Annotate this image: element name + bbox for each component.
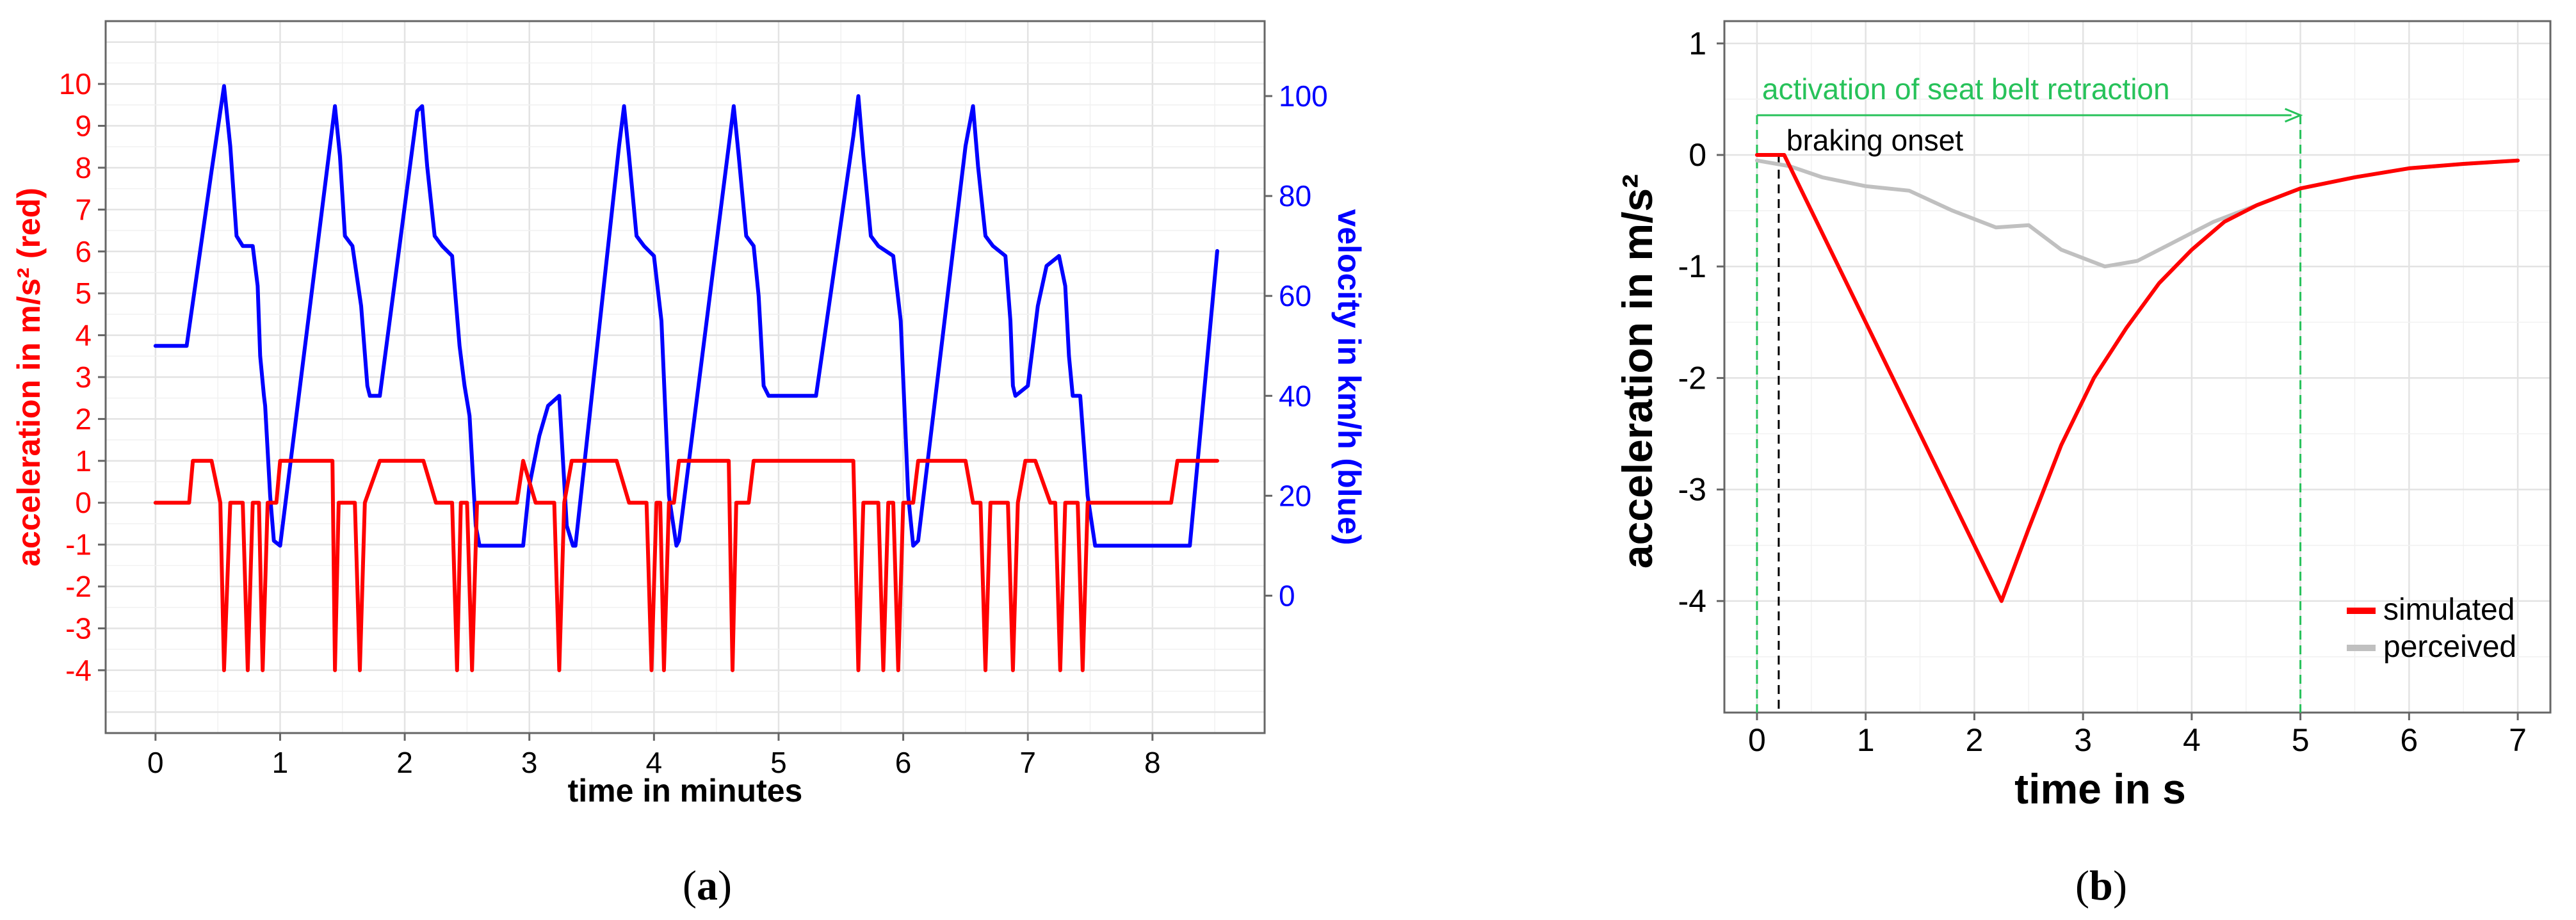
panel-a-right-y-tick-labels: 100 80 60 40 20 0 (1265, 79, 1328, 612)
panel-b-y-tick-labels: 1 0 -1 -2 -3 -4 (1678, 26, 1724, 619)
y-left-tick-label: 7 (75, 193, 92, 226)
activation-arrow-head (2285, 108, 2303, 123)
y-left-tick-label: 9 (75, 109, 92, 143)
y-left-tick-label: 8 (75, 151, 92, 184)
panel-b-caption-letter: b (2089, 862, 2113, 909)
y-left-tick-label: 6 (75, 235, 92, 268)
y-tick-label: -2 (1678, 360, 1706, 396)
activation-label: activation of seat belt retraction (1762, 72, 2170, 106)
velocity-series-line (153, 84, 1219, 548)
acceleration-series-line (153, 458, 1219, 672)
y-right-tick-label: 60 (1279, 279, 1311, 312)
y-right-tick-label: 40 (1279, 379, 1311, 412)
y-left-tick-label: 4 (75, 319, 92, 352)
y-right-tick-label: 20 (1279, 479, 1311, 512)
y-left-tick-label: 1 (75, 444, 92, 478)
svg-text:(: ( (2075, 862, 2089, 909)
panel-a-caption-letter: a (697, 862, 718, 909)
simulated-series-line (1754, 153, 2520, 603)
x-tick-label: 3 (2074, 722, 2092, 758)
legend-label-simulated: simulated (2383, 593, 2515, 627)
x-tick-label: 4 (646, 746, 663, 779)
x-tick-label: 5 (770, 746, 787, 779)
x-tick-label: 7 (2509, 722, 2527, 758)
y-left-tick-label: 5 (75, 277, 92, 310)
svg-text:(: ( (683, 862, 697, 909)
y-left-tick-label: -2 (65, 570, 92, 603)
panel-b-series (1754, 153, 2520, 603)
panel-b: 0 1 2 3 4 5 6 7 1 0 -1 -2 -3 -4 activation of seat b… (1614, 20, 2552, 909)
x-tick-label: 0 (1748, 722, 1766, 758)
y-left-tick-label: -1 (65, 528, 92, 561)
y-right-tick-label: 80 (1279, 179, 1311, 213)
x-tick-label: 8 (1144, 746, 1161, 779)
x-tick-label: 5 (2292, 722, 2310, 758)
panel-a-right-y-axis-label: velocity in km/h (blue) (1331, 209, 1367, 545)
y-right-tick-label: 100 (1279, 79, 1328, 113)
x-tick-label: 7 (1019, 746, 1036, 779)
y-left-tick-label: 10 (59, 67, 92, 101)
y-left-tick-label: 3 (75, 360, 92, 394)
panel-b-x-axis-label: time in s (2014, 765, 2186, 812)
panel-a-left-y-axis-label: acceleration in m/s² (red) (11, 188, 47, 567)
panel-a-series (153, 84, 1219, 672)
panel-a-caption: ( a ) (683, 862, 732, 909)
x-tick-label: 1 (1857, 722, 1875, 758)
x-tick-label: 6 (895, 746, 912, 779)
panel-b-x-tick-labels: 0 1 2 3 4 5 6 7 (1748, 713, 2527, 758)
x-tick-label: 2 (1965, 722, 1983, 758)
svg-text:): ) (2113, 862, 2127, 909)
x-tick-label: 0 (147, 746, 164, 779)
x-tick-label: 6 (2400, 722, 2418, 758)
y-right-tick-label: 0 (1279, 579, 1295, 612)
y-left-tick-label: -4 (65, 654, 92, 687)
panel-b-plot-frame (1723, 20, 2552, 714)
y-left-tick-label: 2 (75, 402, 92, 435)
x-tick-label: 1 (272, 746, 289, 779)
y-left-tick-label: 0 (75, 486, 92, 519)
panel-a-x-tick-labels: 0 1 2 3 4 5 6 7 8 (147, 733, 1161, 779)
svg-text:): ) (718, 862, 732, 909)
y-tick-label: -4 (1678, 583, 1706, 619)
panel-b-y-axis-label: acceleration in m/s² (1614, 174, 1661, 569)
y-left-tick-label: -3 (65, 611, 92, 645)
y-tick-label: -1 (1678, 248, 1706, 284)
y-tick-label: 1 (1689, 26, 1706, 61)
y-tick-label: -3 (1678, 472, 1706, 508)
x-tick-label: 3 (521, 746, 538, 779)
x-tick-label: 4 (2183, 722, 2201, 758)
y-tick-label: 0 (1689, 137, 1706, 173)
legend-label-perceived: perceived (2383, 630, 2516, 664)
panel-a-x-axis-label: time in minutes (568, 773, 803, 809)
panel-b-annotations: activation of seat belt retraction brakin… (1756, 72, 2303, 713)
braking-onset-label: braking onset (1786, 124, 1963, 157)
x-tick-label: 2 (396, 746, 413, 779)
panel-b-caption: ( b ) (2075, 862, 2127, 909)
